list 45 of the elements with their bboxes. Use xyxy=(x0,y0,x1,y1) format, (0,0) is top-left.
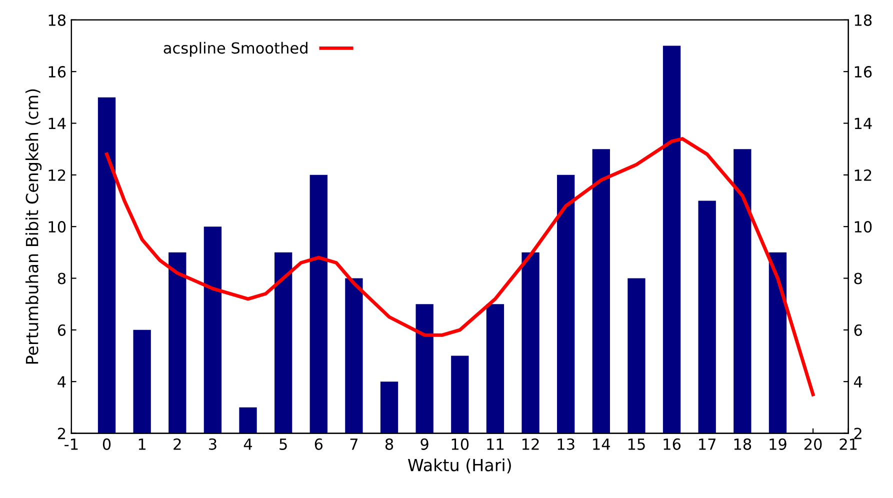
y-tick-label: 8 xyxy=(58,272,66,284)
x-tick-label: 5 xyxy=(280,438,287,450)
y-tick-label: 6 xyxy=(58,324,66,336)
x-tick-label: 2 xyxy=(174,438,181,450)
x-tick-label: 10 xyxy=(452,438,469,450)
y2-tick-label: 4 xyxy=(854,376,862,388)
y-tick-label: 16 xyxy=(48,66,66,78)
y-tick-label: 14 xyxy=(48,118,66,130)
y-axis-title: Pertumbuhan Bibit Cengkeh (cm) xyxy=(25,89,42,364)
x-tick-label: 12 xyxy=(522,438,539,450)
x-tick-label: 11 xyxy=(487,438,504,450)
y-tick-label: 18 xyxy=(48,14,66,26)
y2-tick-label: 8 xyxy=(854,272,862,284)
x-tick-label: 7 xyxy=(350,438,358,450)
x-tick-label: 17 xyxy=(699,438,716,450)
x-tick-label: 18 xyxy=(734,438,752,450)
x-tick-label: 3 xyxy=(209,438,216,450)
x-tick-label: 4 xyxy=(244,438,252,450)
y2-tick-label: 18 xyxy=(854,14,872,26)
y2-tick-label: 2 xyxy=(854,428,862,440)
x-tick-label: 9 xyxy=(420,438,428,450)
y2-tick-label: 12 xyxy=(854,169,872,181)
y2-tick-label: 16 xyxy=(854,66,872,78)
y-tick-label: 2 xyxy=(58,428,66,440)
y2-tick-label: 14 xyxy=(854,118,872,130)
x-tick-label: 19 xyxy=(770,438,786,450)
y-tick-label: 12 xyxy=(48,169,66,181)
x-tick-label: 15 xyxy=(628,438,645,450)
x-tick-label: -1 xyxy=(64,438,78,450)
x-tick-label: 6 xyxy=(314,438,323,450)
x-tick-label: 14 xyxy=(593,438,610,450)
line-series xyxy=(105,137,815,396)
y-tick-label: 4 xyxy=(58,376,66,388)
x-tick-label: 20 xyxy=(804,438,822,450)
legend-label: acspline Smoothed xyxy=(164,42,308,57)
x-tick-label: 8 xyxy=(385,438,394,450)
x-tick-label: 21 xyxy=(840,438,857,450)
y2-tick-label: 10 xyxy=(854,221,872,233)
x-tick-label: 16 xyxy=(664,438,681,450)
x-tick-label: 0 xyxy=(102,438,111,450)
y2-tick-label: 6 xyxy=(854,324,862,336)
x-axis-title: Waktu (Hari) xyxy=(408,458,511,474)
y-tick-label: 10 xyxy=(48,221,66,233)
x-tick-label: 1 xyxy=(138,438,146,450)
x-tick-label: 13 xyxy=(558,438,574,450)
